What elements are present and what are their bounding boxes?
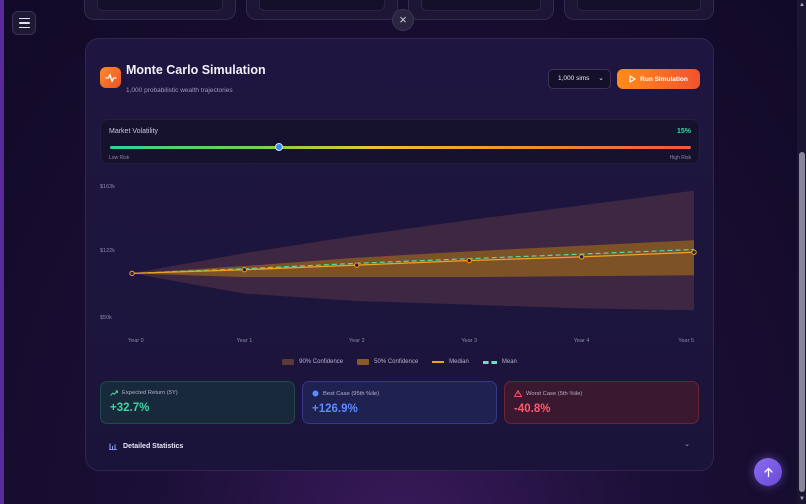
worst-case-card: Worst Case (5th %ile) -40.8% — [504, 381, 699, 424]
top-card-3 — [408, 0, 554, 20]
sims-select-value: 1,000 sims — [558, 75, 590, 82]
menu-icon-bar — [18, 26, 30, 29]
volatility-label: Market Volatility — [109, 128, 159, 135]
y-tick-label: $50k — [100, 315, 112, 321]
wealth-projection-chart: $163k $122k $50k Year 0 Year 1 Year 2 Year 3 Ye… — [100, 184, 697, 344]
close-button[interactable]: × — [392, 9, 414, 31]
legend-label-90: 90% Confidence — [299, 359, 344, 365]
legend-item-mean: Mean — [482, 359, 517, 365]
legend-label-mean: Mean — [501, 359, 517, 365]
median-point — [354, 262, 360, 268]
volatility-slider-thumb[interactable] — [275, 143, 284, 151]
chevron-down-icon: ⌄ — [684, 441, 690, 448]
volatility-slider-track[interactable] — [110, 146, 691, 149]
expected-return-label: Expected Return (5Y) — [122, 390, 178, 396]
median-point — [241, 267, 248, 273]
scroll-to-top-button[interactable] — [754, 458, 782, 486]
legend-item-90: 90% Confidence — [282, 359, 343, 365]
top-card-1 — [84, 0, 236, 20]
expected-return-card: Expected Return (5Y) +32.7% — [100, 381, 295, 424]
detailed-statistics-label: Detailed Statistics — [123, 442, 184, 450]
y-tick-label: $122k — [100, 248, 115, 254]
x-tick-label: Year 2 — [349, 338, 365, 344]
legend-item-median: Median — [432, 359, 469, 365]
y-tick-label: $163k — [100, 184, 115, 190]
high-risk-label: High Risk — [669, 155, 691, 161]
bar-chart-icon — [109, 443, 117, 450]
activity-icon — [100, 67, 121, 88]
confidence-90-band — [132, 190, 694, 311]
scroll-up-icon[interactable]: ▲ — [799, 2, 805, 8]
top-card-1-field — [97, 0, 223, 11]
arrow-up-icon — [763, 467, 773, 477]
median-point — [466, 257, 472, 264]
close-icon: × — [399, 12, 407, 27]
median-point — [129, 270, 135, 277]
x-tick-label: Year 5 — [678, 338, 694, 344]
page-left-accent — [0, 0, 4, 504]
chevron-down-icon: ⌄ — [598, 75, 604, 82]
legend-swatch-mean — [482, 360, 497, 364]
legend-label-50: 50% Confidence — [374, 359, 419, 365]
median-line — [131, 251, 695, 275]
top-card-4-field — [577, 0, 701, 11]
legend-swatch-90 — [282, 359, 295, 365]
top-card-3-field — [421, 0, 541, 11]
volatility-value: 15% — [676, 128, 691, 135]
top-card-2 — [246, 0, 398, 20]
page-scrollbar[interactable]: ▲ ▼ — [797, 0, 806, 504]
worst-case-value: -40.8% — [514, 403, 551, 415]
trending-up-icon — [110, 390, 118, 396]
legend-swatch-median — [432, 361, 445, 363]
mean-line — [131, 248, 695, 274]
scrollbar-thumb[interactable] — [799, 152, 805, 492]
hamburger-menu-button[interactable] — [12, 11, 36, 35]
x-tick-label: Year 3 — [461, 338, 477, 344]
volatility-panel: Market Volatility 15% Low Risk High Risk — [100, 119, 700, 164]
best-case-value: +126.9% — [312, 403, 358, 415]
expected-return-value: +32.7% — [110, 402, 150, 414]
sims-count-select[interactable]: 1,000 sims ⌄ — [548, 69, 611, 89]
best-case-label: Best Case (95th %ile) — [323, 390, 380, 397]
median-point — [578, 254, 585, 260]
chart-legend: 90% Confidence 50% Confidence Median Mea… — [86, 359, 713, 365]
menu-icon-bar — [18, 22, 30, 24]
menu-icon — [18, 17, 30, 20]
play-icon — [629, 75, 636, 83]
run-simulation-label: Run Simulation — [640, 75, 688, 83]
x-tick-label: Year 0 — [128, 338, 144, 344]
monte-carlo-card: Monte Carlo Simulation 1,000 probabilist… — [85, 38, 714, 471]
detailed-statistics-toggle[interactable]: Detailed Statistics ⌄ — [100, 435, 700, 457]
worst-case-label: Worst Case (5th %ile) — [526, 390, 583, 397]
best-case-card: Best Case (95th %ile) +126.9% — [302, 381, 497, 424]
legend-swatch-50 — [357, 359, 370, 365]
low-risk-label: Low Risk — [109, 155, 130, 161]
target-icon — [312, 390, 319, 397]
median-point — [691, 249, 697, 255]
top-card-4 — [564, 0, 714, 20]
x-tick-label: Year 1 — [237, 338, 253, 344]
run-simulation-button[interactable]: Run Simulation — [617, 69, 700, 89]
legend-item-50: 50% Confidence — [357, 359, 418, 365]
x-tick-label: Year 4 — [574, 338, 590, 344]
warning-icon — [514, 390, 522, 397]
page-title: Monte Carlo Simulation — [126, 63, 266, 77]
top-card-2-field — [259, 0, 385, 11]
page-subtitle: 1,000 probabilistic wealth trajectories — [126, 87, 233, 94]
scroll-down-icon[interactable]: ▼ — [799, 496, 805, 502]
legend-label-median: Median — [449, 359, 469, 365]
